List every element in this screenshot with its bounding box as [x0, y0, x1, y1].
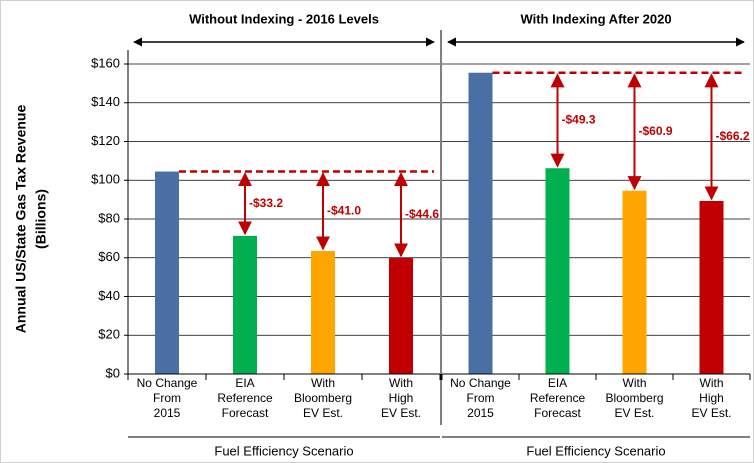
x-tick-label: EV Est. — [614, 406, 654, 420]
x-tick-label: Bloomberg — [605, 391, 663, 405]
x-tick-label: Bloomberg — [294, 391, 352, 405]
panel-title: Without Indexing - 2016 Levels — [189, 11, 379, 26]
x-tick-label: EV Est. — [691, 406, 731, 420]
y-axis-label: (Billions) — [33, 189, 49, 249]
y-tick-label: $0 — [106, 365, 120, 380]
x-tick-label: 2015 — [467, 406, 494, 420]
x-tick-label: Reference — [530, 391, 586, 405]
y-tick-label: $100 — [91, 172, 120, 187]
x-tick-label: 2015 — [154, 406, 181, 420]
annotation: -$41.0 — [327, 203, 361, 217]
x-tick-label: EIA — [235, 376, 254, 390]
x-tick-label: With — [389, 376, 413, 390]
panel-title: With Indexing After 2020 — [520, 11, 671, 26]
y-tick-label: $140 — [91, 94, 120, 109]
x-axis-label: Fuel Efficiency Scenario — [526, 443, 665, 458]
y-tick-label: $160 — [91, 55, 120, 70]
x-tick-label: Forecast — [534, 406, 581, 420]
y-tick-label: $120 — [91, 133, 120, 148]
bar — [233, 235, 257, 374]
x-tick-label: No Change — [137, 376, 198, 390]
bar — [545, 168, 570, 374]
bar — [699, 200, 724, 374]
x-tick-label: EV Est. — [381, 406, 421, 420]
x-tick-label: From — [153, 391, 181, 405]
bar — [468, 72, 493, 374]
y-axis-label: Annual US/State Gas Tax Revenue — [13, 105, 29, 334]
x-tick-label: With — [623, 376, 647, 390]
x-tick-label: High — [389, 391, 414, 405]
x-tick-label: From — [467, 391, 495, 405]
x-tick-label: With — [700, 376, 724, 390]
x-tick-label: No Change — [450, 376, 511, 390]
y-tick-label: $20 — [98, 327, 120, 342]
annotation: -$66.2 — [716, 129, 750, 143]
x-tick-label: Reference — [217, 391, 273, 405]
y-tick-label: $60 — [98, 249, 120, 264]
x-axis-label: Fuel Efficiency Scenario — [214, 443, 353, 458]
bar — [155, 171, 179, 374]
x-tick-label: With — [311, 376, 335, 390]
y-tick-label: $40 — [98, 288, 120, 303]
x-tick-label: EIA — [548, 376, 567, 390]
annotation: -$60.9 — [639, 124, 673, 138]
bar — [622, 190, 647, 374]
bar — [311, 250, 335, 374]
y-tick-label: $80 — [98, 210, 120, 225]
x-tick-label: High — [699, 391, 724, 405]
annotation: -$44.6 — [405, 207, 439, 221]
bar — [389, 257, 413, 374]
x-tick-label: EV Est. — [303, 406, 343, 420]
annotation: -$33.2 — [249, 196, 283, 210]
annotation: -$49.3 — [562, 113, 596, 127]
x-tick-label: Forecast — [222, 406, 269, 420]
